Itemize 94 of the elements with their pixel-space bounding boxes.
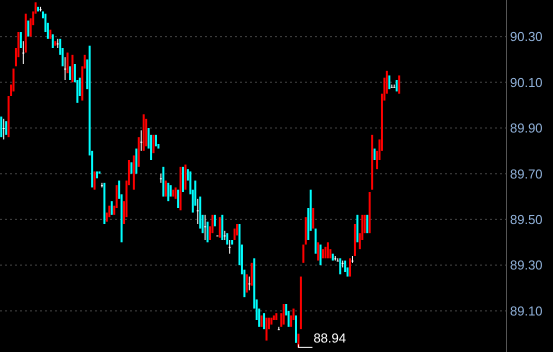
candlestick — [56, 38, 59, 48]
annotation: 88.94 — [313, 330, 346, 346]
y-tick-label: 89.70 — [510, 166, 543, 182]
candlestick — [52, 34, 54, 48]
candlestick — [282, 304, 285, 325]
candlestick — [54, 41, 56, 46]
candlestick — [177, 190, 180, 208]
candlestick — [20, 32, 22, 48]
y-tick-label: 90.30 — [510, 29, 543, 44]
candlestick — [224, 230, 226, 240]
candlestick — [302, 244, 304, 263]
y-tick-label: 89.30 — [510, 258, 543, 273]
candlestick — [300, 276, 302, 330]
candlestick — [196, 198, 199, 224]
candlestick — [180, 166, 182, 210]
candlestick — [231, 240, 234, 245]
candlestick — [64, 56, 66, 80]
candlestick — [154, 134, 157, 146]
candlestick — [8, 96, 10, 138]
candlestick — [270, 318, 272, 325]
candlestick — [248, 276, 250, 291]
candlestick — [172, 190, 174, 197]
candlestick — [110, 201, 113, 215]
candlestick — [130, 162, 132, 174]
candlestick — [332, 254, 334, 261]
candlestick — [374, 148, 376, 160]
candlestick — [66, 52, 69, 74]
candlestick — [24, 14, 27, 53]
candlestick — [22, 40, 24, 64]
candlestick — [266, 318, 268, 341]
candlestick — [174, 187, 177, 199]
candlestick — [182, 166, 184, 192]
candlestick — [5, 121, 8, 135]
candlestick — [304, 217, 307, 245]
candlestick — [250, 262, 253, 286]
candlestick — [246, 274, 248, 293]
y-tick-label: 89.50 — [510, 212, 543, 227]
candlestick — [167, 182, 170, 202]
candlestick — [199, 196, 202, 229]
candlestick — [275, 313, 278, 320]
y-tick-label: 90.10 — [510, 74, 543, 90]
candlestick — [326, 242, 329, 258]
candlestick — [49, 30, 52, 39]
candlestick — [294, 315, 297, 343]
candlestick — [142, 114, 145, 151]
candlestick — [140, 130, 142, 152]
candlestick — [356, 214, 358, 242]
candlestick — [371, 134, 374, 190]
candlestick — [2, 118, 5, 140]
candlestick — [226, 233, 228, 245]
y-tick-label: 89.10 — [510, 303, 543, 318]
candlestick — [320, 244, 322, 266]
candlestick — [160, 173, 162, 184]
candlestick — [184, 164, 186, 190]
candlestick — [368, 192, 371, 234]
candlestick — [164, 180, 167, 197]
candlestick — [388, 75, 390, 90]
candlestick — [103, 182, 106, 224]
candlestick — [398, 75, 400, 94]
candlestick — [162, 166, 164, 197]
candlestick — [94, 171, 96, 190]
candlestick — [228, 240, 231, 254]
candlestick — [96, 171, 98, 178]
candlestick — [324, 246, 326, 258]
candlestick — [135, 148, 138, 174]
candlestick — [349, 258, 352, 277]
candlestick — [138, 137, 140, 167]
candlestick — [37, 6, 40, 12]
y-tick-label: 89.90 — [510, 120, 543, 136]
candlestick — [314, 228, 317, 254]
candlestick — [71, 54, 74, 82]
candlestick — [206, 222, 209, 242]
candlestick — [218, 217, 221, 238]
candlestick — [317, 242, 320, 261]
candlestick — [263, 313, 266, 330]
candlestick — [354, 224, 356, 256]
candlestick — [390, 84, 393, 88]
candlestick — [312, 208, 314, 229]
candlestick — [322, 249, 324, 258]
candlestick — [69, 66, 72, 80]
candlestick — [214, 214, 216, 226]
candlestick — [221, 214, 224, 240]
candlestick — [260, 315, 263, 327]
candlestick — [170, 185, 172, 197]
candlestick — [108, 206, 110, 218]
candlestick — [132, 155, 135, 190]
candlestick — [393, 84, 396, 88]
candlestick — [152, 134, 155, 154]
candlestick — [0, 116, 2, 138]
candlestick — [339, 258, 342, 274]
candlestick — [27, 20, 30, 37]
candlestick — [366, 214, 368, 234]
candlestick — [204, 214, 206, 240]
candlestick — [396, 80, 398, 92]
